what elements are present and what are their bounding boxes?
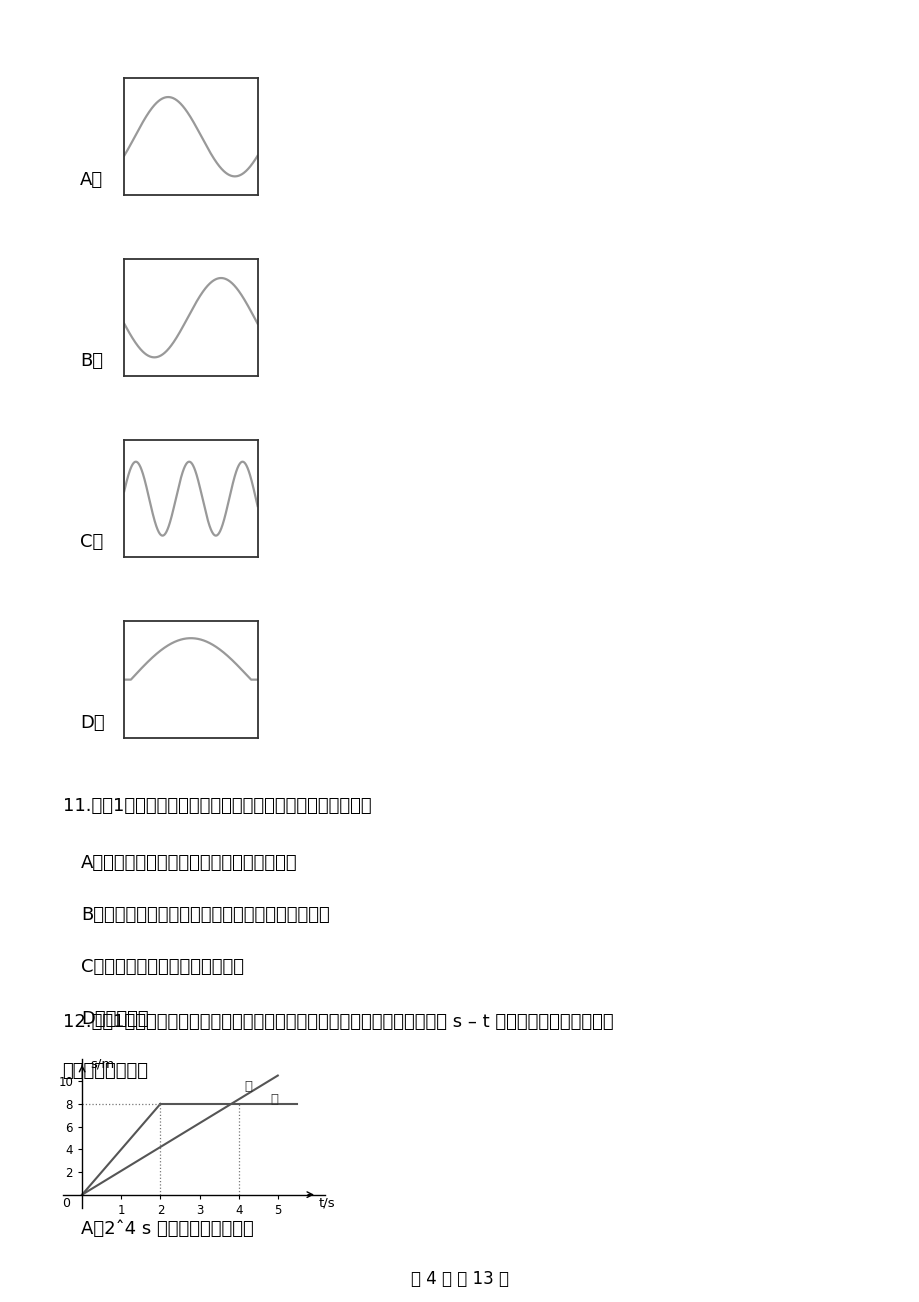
Text: D．海市蘌楼: D．海市蘌楼 [81, 1010, 149, 1029]
Text: s/m: s/m [90, 1057, 114, 1070]
Text: C．: C． [80, 533, 103, 551]
Text: t/s: t/s [319, 1197, 335, 1210]
Text: A．: A． [80, 171, 103, 189]
Text: 12.　（1分）甲、乙两物体，同时从同一地点沿直线向同一方向运动，它们的 s – t 图象如图所示。下列说法: 12. （1分）甲、乙两物体，同时从同一地点沿直线向同一方向运动，它们的 s –… [62, 1013, 613, 1031]
Text: B．: B． [80, 352, 103, 370]
Text: D．: D． [80, 713, 105, 732]
Text: 乙: 乙 [269, 1092, 278, 1105]
Text: 第 4 页 共 13 页: 第 4 页 共 13 页 [411, 1269, 508, 1288]
Text: C．从侧面看到的圆形鱼缸中的鱼: C．从侧面看到的圆形鱼缸中的鱼 [81, 958, 244, 976]
Text: 甲: 甲 [244, 1081, 252, 1094]
Text: A．2ˆ4 s 内乙做匀速直线运动: A．2ˆ4 s 内乙做匀速直线运动 [81, 1220, 254, 1238]
Text: 正确的是（　　）: 正确的是（ ） [62, 1062, 148, 1081]
Text: B．斜插入水中的筷子在水下的部分看起来向上弯折: B．斜插入水中的筷子在水下的部分看起来向上弯折 [81, 906, 329, 924]
Text: A．阳光穿过树叶缝隙在地面上形成清晰亮斑: A．阳光穿过树叶缝隙在地面上形成清晰亮斑 [81, 854, 297, 872]
Text: 11.　（1分）人眼看到的下列现象中，不是虚像的是（　　）: 11. （1分）人眼看到的下列现象中，不是虚像的是（ ） [62, 797, 370, 815]
Text: 0: 0 [62, 1198, 70, 1211]
